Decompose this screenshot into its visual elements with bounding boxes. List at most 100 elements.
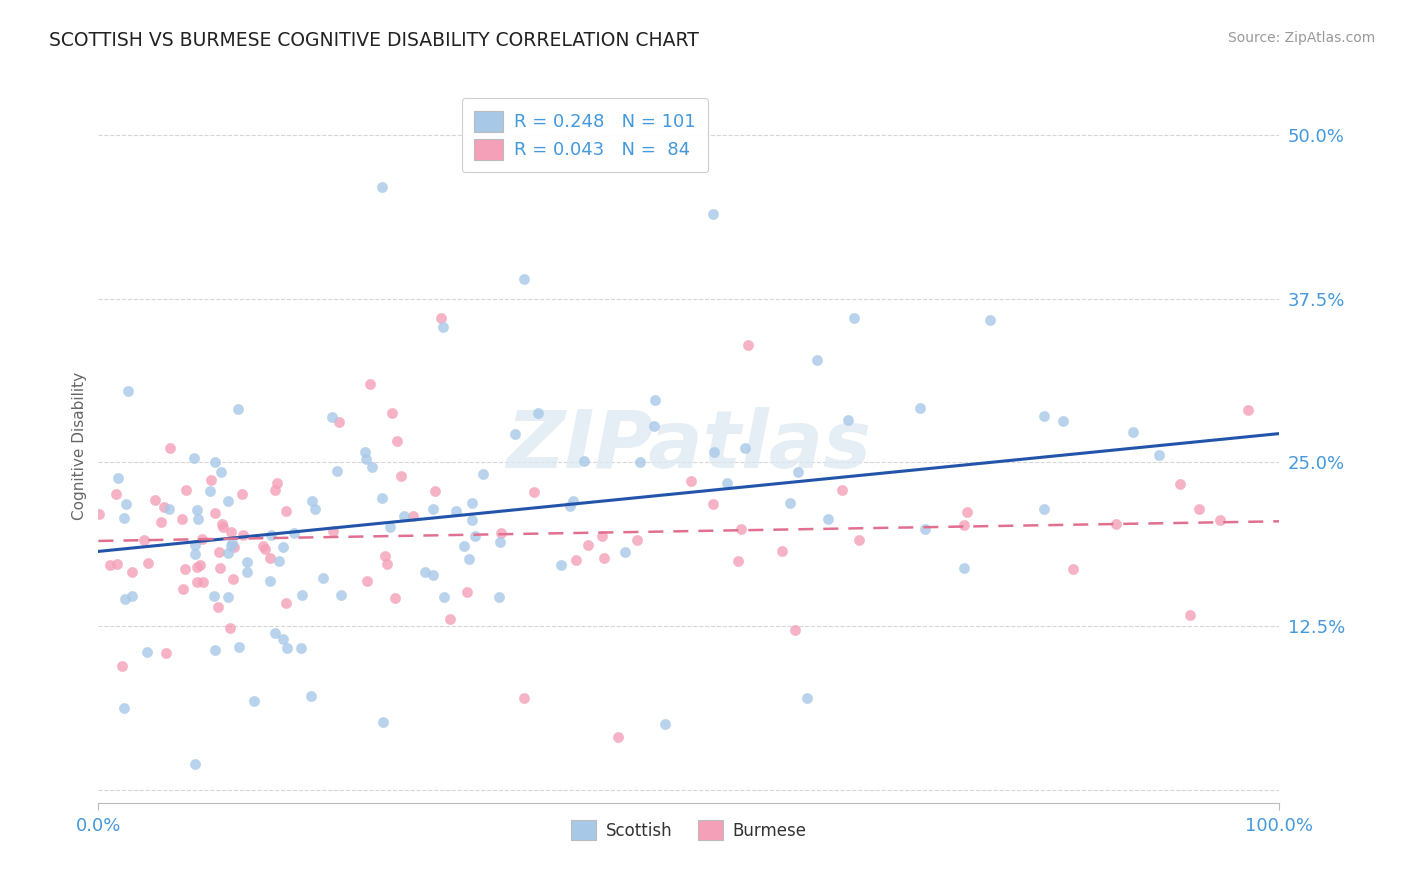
Point (576, 538, 599, 552)
Point (219, 621, 242, 635)
Point (121, 566, 143, 580)
Point (488, 590, 510, 604)
Point (1209, 513, 1232, 527)
Point (453, 539, 475, 553)
Point (464, 529, 486, 543)
Point (190, 533, 212, 547)
Point (221, 525, 243, 540)
Point (198, 484, 221, 499)
Point (908, 401, 931, 416)
Point (121, 589, 143, 603)
Point (217, 590, 239, 604)
Point (560, 499, 582, 513)
Point (222, 572, 245, 586)
Point (276, 641, 298, 656)
Point (844, 311, 866, 326)
Point (222, 540, 245, 554)
Point (430, 311, 453, 326)
Point (796, 691, 818, 706)
Point (259, 574, 281, 589)
Point (204, 643, 226, 657)
Point (378, 519, 401, 533)
Point (329, 589, 352, 603)
Point (702, 206, 724, 220)
Point (301, 494, 323, 508)
Point (312, 571, 335, 585)
Point (1188, 502, 1211, 516)
Point (439, 612, 461, 626)
Point (236, 565, 259, 579)
Point (527, 406, 550, 420)
Point (523, 485, 546, 500)
Point (98, 558, 121, 572)
Point (831, 483, 853, 498)
Point (461, 496, 484, 510)
Point (503, 426, 526, 441)
Point (217, 493, 239, 508)
Point (359, 376, 381, 391)
Point (183, 756, 205, 771)
Point (231, 487, 253, 501)
Point (914, 522, 936, 536)
Point (423, 483, 446, 498)
Point (703, 445, 725, 459)
Point (432, 320, 454, 334)
Point (361, 460, 384, 475)
Point (702, 497, 724, 511)
Point (159, 441, 181, 455)
Point (187, 512, 209, 526)
Point (264, 626, 287, 640)
Y-axis label: Cognitive Disability: Cognitive Disability (72, 372, 87, 520)
Point (456, 584, 478, 599)
Point (202, 590, 225, 604)
Point (727, 554, 749, 568)
Point (422, 567, 444, 582)
Point (979, 312, 1001, 326)
Point (779, 496, 801, 510)
Point (274, 596, 297, 610)
Point (787, 465, 810, 479)
Point (489, 534, 512, 549)
Point (221, 536, 243, 550)
Point (1052, 414, 1074, 428)
Point (211, 516, 233, 531)
Point (117, 384, 139, 399)
Point (186, 560, 208, 574)
Point (371, 491, 394, 505)
Point (643, 418, 665, 433)
Point (1062, 562, 1084, 576)
Point (730, 522, 752, 536)
Point (283, 526, 305, 541)
Point (387, 434, 409, 448)
Point (183, 548, 205, 562)
Point (356, 574, 378, 588)
Point (107, 471, 129, 485)
Point (953, 517, 976, 532)
Point (183, 450, 205, 465)
Point (150, 515, 173, 529)
Point (290, 640, 312, 655)
Point (565, 553, 588, 567)
Point (260, 528, 283, 542)
Point (374, 549, 396, 564)
Point (402, 508, 425, 523)
Point (174, 483, 197, 497)
Point (375, 557, 398, 571)
Point (219, 539, 242, 553)
Point (105, 558, 128, 572)
Point (132, 533, 155, 547)
Point (471, 467, 494, 482)
Point (817, 512, 839, 526)
Point (112, 510, 135, 524)
Point (232, 528, 254, 542)
Point (1168, 477, 1191, 491)
Point (591, 529, 613, 543)
Point (322, 524, 344, 539)
Point (252, 539, 274, 553)
Point (236, 555, 259, 569)
Point (328, 415, 350, 429)
Point (271, 632, 294, 646)
Point (806, 353, 828, 368)
Point (626, 533, 648, 547)
Point (457, 551, 479, 566)
